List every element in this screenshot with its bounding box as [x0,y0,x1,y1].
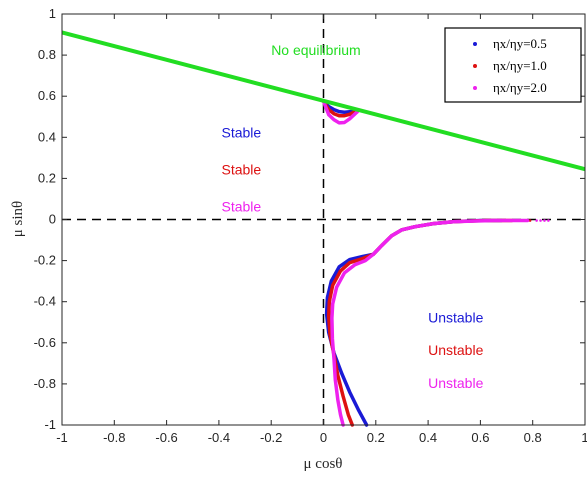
x-tick-label: -0.6 [155,430,177,445]
x-tick-label: -0.2 [260,430,282,445]
y-tick-label: 0 [49,212,56,227]
x-tick-label: 0.4 [419,430,437,445]
series-2-upper-curve [321,99,357,118]
x-tick-label: 0.2 [367,430,385,445]
boundary-layer [61,30,586,172]
series-3-tail-point [539,219,542,222]
series-3-tail-point [535,219,538,222]
legend-marker [473,86,477,90]
legend-label: ηx/ηy=1.0 [493,58,547,73]
y-tick-label: 0.2 [38,170,56,185]
series-3-tail-point [543,219,546,222]
x-axis-label: μ cosθ [304,456,343,472]
x-tick-label: -0.8 [103,430,125,445]
annotation-label: Unstable [428,342,483,358]
y-tick-label: 1 [49,6,56,21]
y-axis-label: μ sinθ [10,201,26,237]
no-equilibrium-boundary-line [61,30,586,172]
x-tick-label: -1 [56,430,68,445]
x-axis-ticks: -1 -0.8 -0.6 -0.4 -0.2 0 0.2 0.4 0.6 0.8 1 [56,14,587,445]
series-2-tail-point [528,219,532,222]
x-tick-label: 0.6 [471,430,489,445]
x-tick-label: 0 [320,430,327,445]
legend-box [444,27,582,103]
annotation-label: No equilibrium [271,42,360,58]
x-tick-label: 1 [581,430,587,445]
y-tick-label: -0.8 [34,376,56,391]
y-tick-label: 0.8 [38,47,56,62]
annotation-label: Unstable [428,309,483,325]
legend: ηx/ηy=0.5 ηx/ηy=1.0 ηx/ηy=2.0 [444,27,582,103]
y-tick-label: -1 [44,417,56,432]
y-tick-label: -0.4 [34,294,56,309]
legend-marker [473,64,477,68]
legend-label: ηx/ηy=0.5 [493,36,547,51]
y-axis-ticks: -1 -0.8 -0.6 -0.4 -0.2 0 0.2 0.4 0.6 0.8 1 [34,6,585,432]
y-tick-label: -0.2 [34,253,56,268]
annotation-label: Unstable [428,375,483,391]
series-3-tail-point [547,219,550,222]
annotation-label: Stable [222,198,262,214]
annotations: No equilibrium Stable Stable Stable Unstable… [222,42,484,391]
y-tick-label: -0.6 [34,335,56,350]
x-tick-label: -0.4 [208,430,230,445]
annotation-label: Stable [222,124,262,140]
legend-label: ηx/ηy=2.0 [493,80,547,95]
series-3-upper-curve [321,99,360,125]
y-tick-label: 0.4 [38,129,56,144]
legend-marker [473,42,477,46]
series-3-lower-curve [330,218,530,427]
x-tick-label: 0.8 [524,430,542,445]
annotation-label: Stable [222,161,262,177]
series-layer [321,99,550,427]
y-tick-label: 0.6 [38,88,56,103]
